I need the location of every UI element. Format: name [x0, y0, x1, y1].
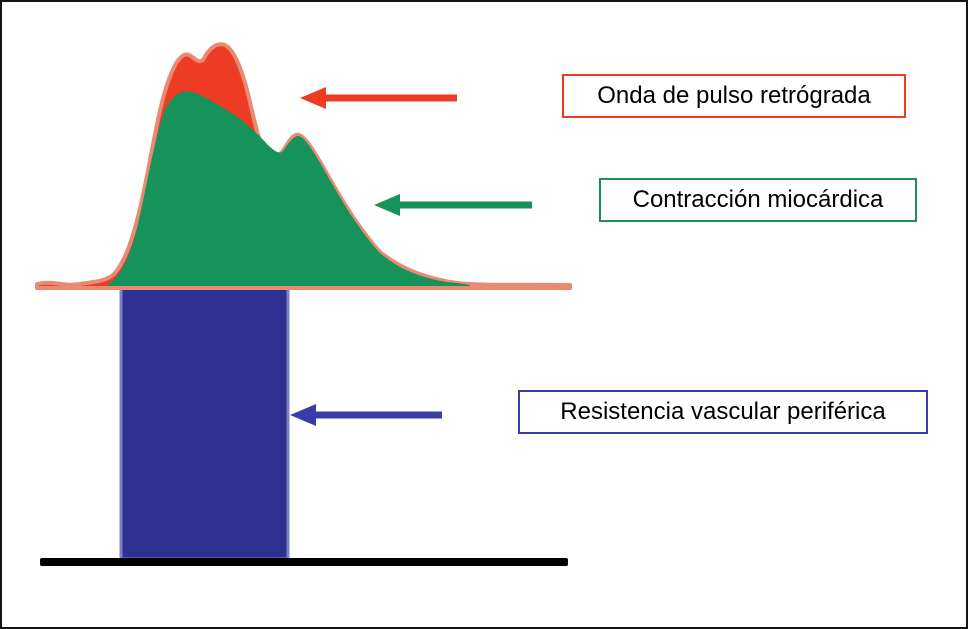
- resistance-label-box: Resistencia vascular periférica: [518, 390, 928, 434]
- vascular-resistance-bar: [119, 285, 290, 561]
- myocardial-arrow-icon: [374, 194, 532, 216]
- retrograde-label: Onda de pulso retrógrada: [597, 82, 871, 109]
- myocardial-label-box: Contracción miocárdica: [599, 178, 917, 222]
- myocardial-contraction-area: [107, 91, 470, 286]
- retrograde-arrow-icon: [300, 87, 457, 109]
- retrograde-label-box: Onda de pulso retrógrada: [562, 74, 906, 118]
- myocardial-label: Contracción miocárdica: [632, 186, 884, 213]
- resistance-arrow-icon: [290, 404, 442, 426]
- ground-baseline: [40, 558, 568, 566]
- resistance-label: Resistencia vascular periférica: [560, 398, 886, 425]
